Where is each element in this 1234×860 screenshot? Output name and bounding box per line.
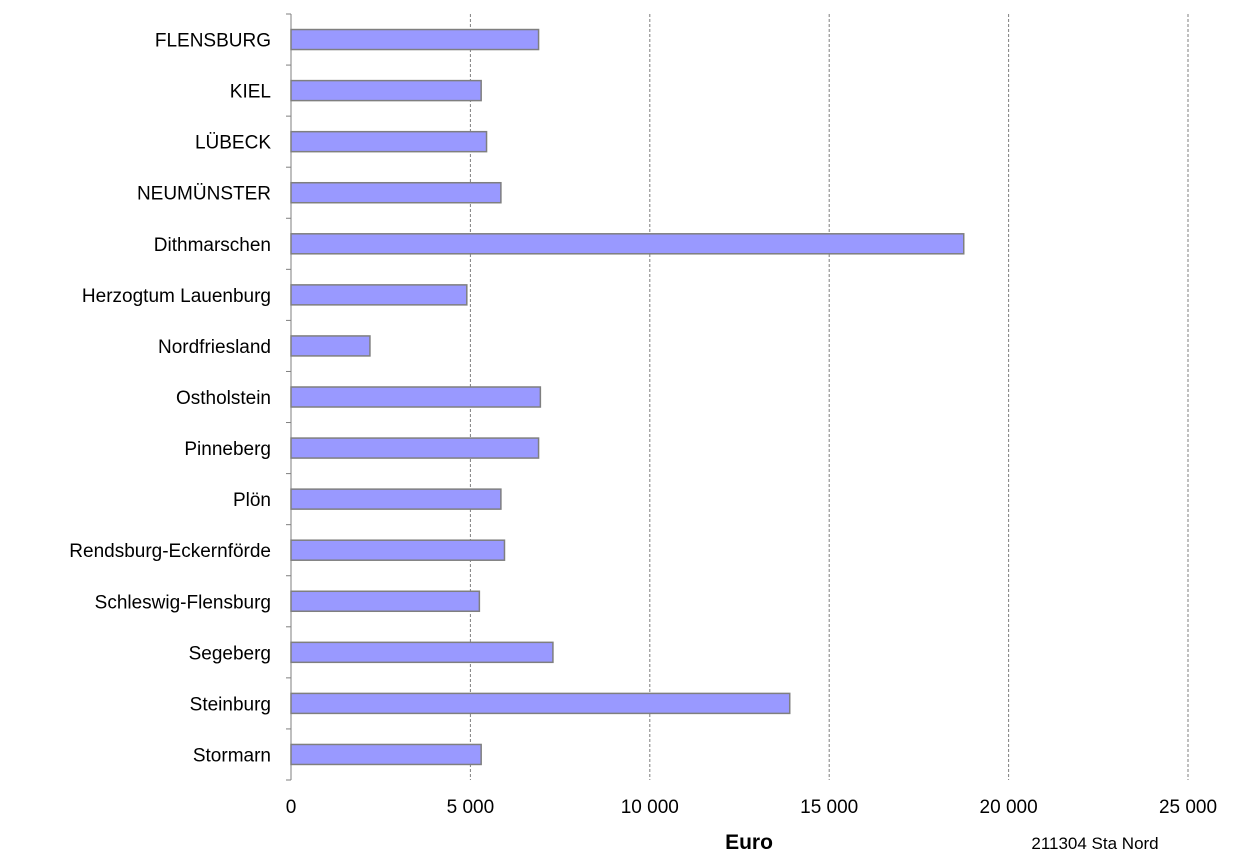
x-tick-label: 10 000 xyxy=(621,797,679,818)
x-tick-label: 5 000 xyxy=(447,797,495,818)
category-label: Nordfriesland xyxy=(158,337,271,358)
category-label: Segeberg xyxy=(189,643,271,664)
category-label: Herzogtum Lauenburg xyxy=(82,286,271,307)
bar xyxy=(290,488,502,510)
source-note: 211304 Sta Nord xyxy=(1031,834,1158,853)
x-axis-title: Euro xyxy=(725,831,773,854)
category-label: Rendsburg-Eckernförde xyxy=(69,541,271,562)
bar xyxy=(290,539,506,561)
y-axis xyxy=(286,13,292,781)
category-label: Stormarn xyxy=(193,745,271,766)
bar xyxy=(290,692,791,715)
category-label: FLENSBURG xyxy=(155,31,271,52)
category-label: NEUMÜNSTER xyxy=(137,184,271,205)
gridlines xyxy=(469,14,1189,780)
x-tick-label: 20 000 xyxy=(980,797,1038,818)
bar xyxy=(290,335,371,357)
category-label: Ostholstein xyxy=(176,388,271,409)
bar xyxy=(290,79,482,102)
x-tick-label: 0 xyxy=(286,797,297,818)
category-label: Dithmarschen xyxy=(154,235,271,256)
category-label: KIEL xyxy=(230,82,271,103)
bar xyxy=(290,437,540,459)
bar xyxy=(290,641,554,664)
bar xyxy=(290,386,542,408)
category-labels: FLENSBURG KIEL LÜBECK NEUMÜNSTER Dithmarsche… xyxy=(69,31,271,767)
bar xyxy=(290,590,481,613)
category-label: Pinneberg xyxy=(184,439,271,460)
bar xyxy=(290,233,965,255)
bar xyxy=(290,181,502,204)
bar xyxy=(290,284,468,306)
x-tick-labels: 0 5 000 10 000 15 000 20 000 25 000 xyxy=(286,797,1217,818)
category-label: LÜBECK xyxy=(195,133,271,154)
bar xyxy=(290,743,482,766)
x-tick-label: 15 000 xyxy=(800,797,858,818)
category-label: Plön xyxy=(233,490,271,511)
category-label: Steinburg xyxy=(190,694,271,715)
bar xyxy=(290,28,540,51)
category-label: Schleswig-Flensburg xyxy=(95,592,271,613)
bars xyxy=(290,28,965,766)
x-tick-label: 25 000 xyxy=(1159,797,1217,818)
bar xyxy=(290,130,488,153)
